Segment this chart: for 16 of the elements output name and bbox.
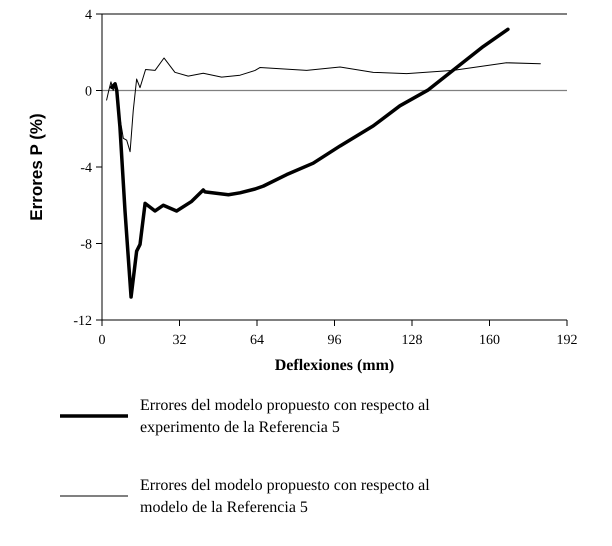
y-tick-label: -8	[80, 237, 92, 252]
x-tick-label: 160	[479, 333, 500, 348]
x-tick-label: 0	[98, 333, 106, 348]
legend-label: Errores del modelo propuesto con respecto al modelo de la Referencia 5	[140, 477, 430, 516]
y-axis-title: Errores P (%)	[27, 113, 46, 221]
x-tick-label: 128	[402, 333, 422, 348]
y-tick-label: 0	[85, 84, 92, 100]
x-tick-label: 32	[172, 333, 186, 348]
legend-label: Errores del modelo propuesto con respecto al experimento de la Referencia 5	[140, 397, 430, 436]
x-axis-title: Deflexiones (mm)	[274, 357, 394, 374]
y-tick-label: 4	[85, 8, 92, 23]
y-tick-label: -4	[80, 160, 92, 176]
x-tick-label: 64	[250, 333, 264, 348]
y-tick-label: -12	[73, 314, 92, 329]
x-tick-label: 96	[328, 333, 342, 348]
x-tick-label: 192	[556, 333, 578, 348]
